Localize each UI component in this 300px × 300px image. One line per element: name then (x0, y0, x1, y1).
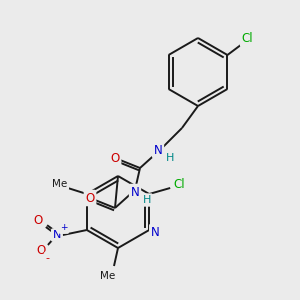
Text: N: N (154, 143, 162, 157)
Text: N: N (130, 185, 140, 199)
Text: O: O (85, 191, 94, 205)
Text: -: - (46, 253, 50, 263)
Text: O: O (36, 244, 45, 256)
Text: H: H (166, 153, 174, 163)
Text: N: N (151, 226, 160, 238)
Text: O: O (33, 214, 42, 227)
Text: N: N (52, 230, 61, 240)
Text: Cl: Cl (173, 178, 185, 190)
Text: Me: Me (52, 179, 68, 189)
Text: +: + (60, 224, 68, 232)
Text: Cl: Cl (242, 32, 253, 46)
Text: H: H (143, 195, 151, 205)
Text: O: O (110, 152, 120, 164)
Text: Me: Me (100, 271, 116, 281)
